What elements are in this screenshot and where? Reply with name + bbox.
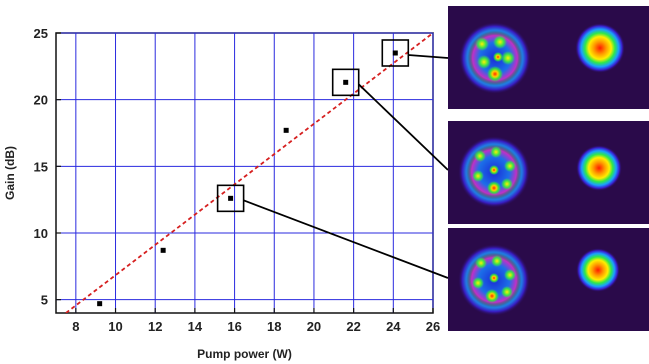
multimode-profile-middle bbox=[458, 136, 530, 208]
y-axis-label: Gain (dB) bbox=[3, 146, 17, 200]
inset-connectors bbox=[216, 39, 449, 279]
highlight-box bbox=[216, 184, 245, 213]
y-tick-label: 25 bbox=[34, 26, 48, 41]
x-tick-label: 16 bbox=[227, 319, 241, 334]
singlemode-profile-top bbox=[575, 23, 625, 73]
data-point bbox=[392, 50, 398, 56]
data-point bbox=[343, 79, 349, 85]
connector-line bbox=[358, 83, 449, 171]
singlemode-profile-bottom bbox=[576, 248, 620, 292]
x-tick-label: 24 bbox=[386, 319, 401, 334]
inset-bottom bbox=[448, 228, 649, 331]
data-point bbox=[160, 247, 166, 253]
data-points bbox=[97, 50, 398, 307]
data-point bbox=[283, 127, 289, 133]
x-axis-label: Pump power (W) bbox=[197, 347, 292, 361]
x-tick-label: 26 bbox=[426, 319, 440, 334]
data-point bbox=[228, 195, 234, 201]
axis-ticks: 8 10 12 14 16 18 20 22 24 26 5 10 15 20 25 bbox=[34, 26, 441, 334]
multimode-profile-bottom bbox=[458, 244, 530, 316]
x-tick-label: 18 bbox=[267, 319, 281, 334]
connector-line bbox=[243, 199, 449, 279]
highlight-box bbox=[331, 68, 360, 97]
y-tick-label: 20 bbox=[34, 93, 48, 108]
data-point bbox=[97, 301, 103, 307]
x-tick-label: 20 bbox=[307, 319, 321, 334]
x-tick-label: 14 bbox=[188, 319, 203, 334]
x-tick-label: 22 bbox=[346, 319, 360, 334]
plot-area: 8 10 12 14 16 18 20 22 24 26 5 10 15 20 25 bbox=[34, 26, 441, 334]
plot-frame bbox=[55, 32, 434, 314]
x-tick-label: 12 bbox=[148, 319, 162, 334]
highlight-box bbox=[381, 39, 410, 67]
y-tick-label: 5 bbox=[41, 293, 48, 308]
x-tick-label: 10 bbox=[108, 319, 122, 334]
y-tick-label: 15 bbox=[34, 159, 48, 174]
y-tick-label: 10 bbox=[34, 226, 48, 241]
multimode-profile-top bbox=[459, 22, 531, 94]
connector-line bbox=[408, 54, 449, 59]
inset-top bbox=[448, 6, 649, 109]
inset-middle bbox=[448, 121, 649, 224]
x-tick-label: 8 bbox=[72, 319, 79, 334]
singlemode-profile-middle bbox=[576, 145, 622, 191]
grid-lines bbox=[56, 32, 434, 313]
